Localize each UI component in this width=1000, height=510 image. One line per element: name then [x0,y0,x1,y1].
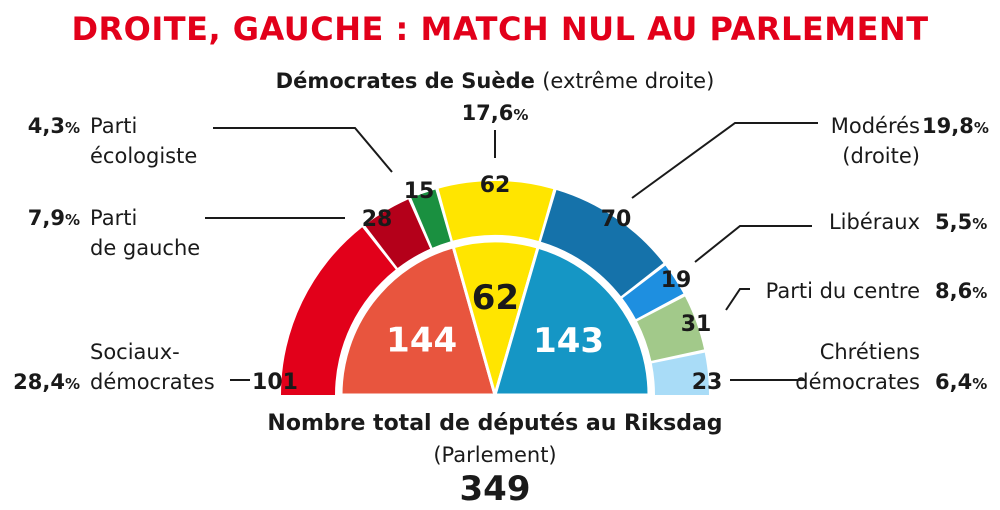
segment-liberaux [622,265,684,320]
footer-line2: (Parlement) [433,443,556,467]
party-annotations: 28,4% Sociaux-démocrates 101 7,9% Parti de ga… [13,69,989,395]
bloc-seats-droite: 143 [533,321,604,361]
bloc-pie: 144 62 143 [339,239,651,397]
party-ring [281,181,709,395]
label-parti-de-gauche-2: de gauche [90,236,200,260]
leader-parti-ecologiste [213,127,393,173]
segment-sociaux-democrates [281,227,396,395]
label-sociaux-democrates-2: démocrates [90,370,215,394]
percent-sociaux-democrates: 28,4% [13,370,80,394]
label-liberaux: Libéraux [829,210,920,234]
label-parti-ecologiste-1: Parti [90,114,137,138]
seats-parti-du-centre: 31 [681,312,712,337]
leader-liberaux [694,225,812,263]
segment-moderes [540,190,664,297]
seats-democrates-de-suede: 62 [480,173,511,198]
seats-moderes: 70 [601,207,632,232]
percent-parti-du-centre: 8,6% [935,279,987,303]
bloc-seats-gauche: 144 [386,320,457,360]
segment-parti-ecologiste [411,189,451,248]
label-democrates-de-suede: Démocrates de Suède (extrême droite) [276,69,715,93]
percent-parti-de-gauche: 7,9% [28,206,80,230]
total-seats: 349 [460,469,531,509]
segment-chretiens-democrates [651,352,709,395]
seats-liberaux: 19 [661,268,692,293]
chart-title: DROITE, GAUCHE : MATCH NUL AU PARLEMENT [71,10,929,48]
percent-liberaux: 5,5% [935,210,987,234]
seats-parti-de-gauche: 28 [362,207,393,232]
bloc-extreme [451,239,540,397]
percent-moderes: 19,8% [922,114,989,138]
seats-sociaux-democrates: 101 [252,370,298,395]
seats-chretiens-democrates: 23 [692,370,723,395]
label-parti-de-gauche-1: Parti [90,206,137,230]
chart-footer: Nombre total de députés au Riksdag (Parl… [267,411,722,509]
label-sociaux-democrates-1: Sociaux- [90,340,180,364]
label-chretiens-democrates-1: Chrétiens [820,340,920,364]
label-parti-du-centre: Parti du centre [766,279,920,303]
bloc-gauche [339,245,497,397]
footer-line1: Nombre total de députés au Riksdag [267,411,722,436]
label-moderes-2: (droite) [842,144,920,168]
percent-parti-ecologiste: 4,3% [28,114,80,138]
leader-parti-du-centre [725,288,750,311]
percent-democrates-de-suede: 17,6% [462,101,529,125]
segment-parti-du-centre [637,296,705,361]
leader-moderes [631,122,818,199]
label-moderes-1: Modérés [831,114,920,138]
percent-chretiens-democrates: 6,4% [935,370,987,394]
label-parti-ecologiste-2: écologiste [90,144,197,168]
segment-democrates-de-suede [438,181,554,242]
bloc-droite [493,245,651,397]
segment-parti-de-gauche [364,199,431,268]
seats-parti-ecologiste: 15 [404,179,435,204]
label-chretiens-democrates-2: démocrates [795,370,920,394]
bloc-seats-extreme: 62 [472,278,519,318]
